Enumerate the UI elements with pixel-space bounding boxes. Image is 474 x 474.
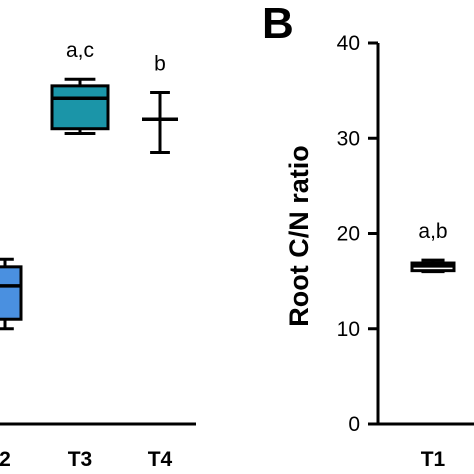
y-axis-label: Root C/N ratio <box>284 145 314 327</box>
y-tick-label: 30 <box>337 127 360 150</box>
y-tick-label: 20 <box>337 223 360 246</box>
panel-b: B Root C/N ratio 0 10 20 30 40 a,b T1 <box>262 0 474 471</box>
y-tick-label: 0 <box>348 413 360 436</box>
box-iqr <box>50 84 110 131</box>
category-label: 2 <box>0 448 11 471</box>
category-label: T4 <box>148 448 173 471</box>
significance-label: a,c <box>66 39 94 62</box>
panel-a-marks: 2 a,c T3 b T4 <box>0 39 178 471</box>
panel-a: 2 a,c T3 b T4 <box>0 39 196 471</box>
y-tick-label: 40 <box>337 32 360 55</box>
panel-b-ticks: 0 10 20 30 40 <box>337 32 378 436</box>
panel-b-marks: a,b T1 <box>410 220 456 471</box>
y-tick-label: 10 <box>337 318 360 341</box>
box-iqr <box>0 265 23 321</box>
significance-label: b <box>154 53 166 76</box>
significance-label: a,b <box>418 220 447 243</box>
category-label: T3 <box>68 448 93 471</box>
category-label: T1 <box>421 448 446 471</box>
panel-label: B <box>262 0 294 48</box>
